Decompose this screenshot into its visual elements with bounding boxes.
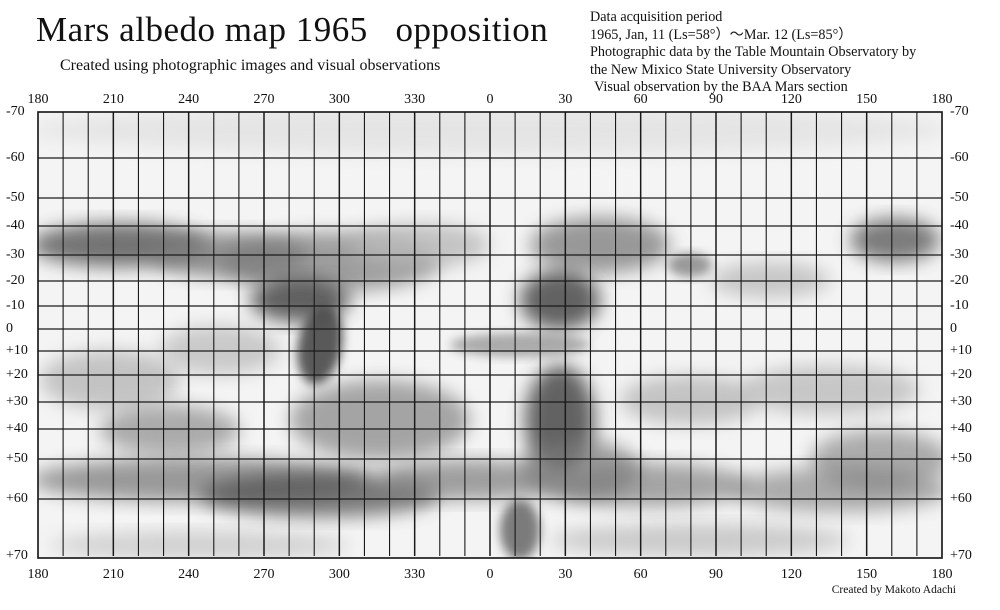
lon-label-bottom: 300 (328, 567, 350, 582)
lat-label-right: +70 (950, 548, 972, 563)
lat-label-left: +40 (6, 421, 28, 436)
albedo-feature (200, 473, 440, 517)
lat-label-left: -50 (6, 190, 25, 205)
lon-label-bottom: 120 (780, 567, 802, 582)
lat-label-left: -30 (6, 247, 25, 262)
lon-label-bottom: 150 (856, 567, 878, 582)
albedo-feature (730, 468, 942, 512)
lat-label-right: +30 (950, 394, 972, 409)
albedo-feature (740, 365, 920, 415)
albedo-feature (500, 500, 540, 558)
lon-label-top: 0 (486, 92, 494, 107)
albedo-feature (520, 270, 600, 330)
lat-label-left: -40 (6, 218, 25, 233)
lat-label-right: -10 (950, 298, 969, 313)
lat-label-right: +10 (950, 343, 972, 358)
albedo-feature (710, 262, 830, 298)
lat-label-right: -30 (950, 247, 969, 262)
lon-label-top: 90 (709, 92, 723, 107)
lat-label-left: -70 (6, 104, 25, 119)
lat-label-left: 0 (6, 321, 13, 336)
lat-label-left: -20 (6, 273, 25, 288)
lon-label-top: 180 (27, 92, 49, 107)
map-title: Mars albedo map 1965 opposition (36, 10, 549, 49)
albedo-feature (668, 253, 712, 277)
lat-label-left: -10 (6, 298, 25, 313)
lon-label-top: 150 (856, 92, 878, 107)
lon-label-bottom: 180 (27, 567, 49, 582)
albedo-feature (100, 405, 240, 455)
lat-label-right: -40 (950, 218, 969, 233)
lon-label-top: 240 (178, 92, 200, 107)
albedo-feature (50, 531, 350, 558)
lon-label-bottom: 90 (709, 567, 723, 582)
map-subtitle: Created using photographic images and vi… (60, 57, 441, 74)
lon-label-top: 30 (558, 92, 573, 107)
lon-label-bottom: 240 (178, 567, 200, 582)
data-info-block: Data acquisition period 1965, Jan, 11 (L… (590, 9, 916, 97)
lat-label-right: +50 (950, 451, 972, 466)
lon-label-bottom: 0 (486, 567, 494, 582)
albedo-feature (550, 524, 850, 556)
lat-label-left: +50 (6, 451, 28, 466)
albedo-feature (550, 463, 750, 507)
albedo-feature (297, 305, 343, 385)
lat-label-right: +40 (950, 421, 972, 436)
albedo-feature (160, 325, 280, 375)
lon-label-top: 270 (253, 92, 275, 107)
lat-label-right: -70 (950, 104, 969, 119)
info-line-period-heading: Data acquisition period (590, 9, 723, 25)
lat-label-right: 0 (950, 321, 957, 336)
lon-label-top: 60 (633, 92, 648, 107)
info-line-observatory: the New Mixico State University Observat… (590, 61, 852, 78)
lat-label-right: -50 (950, 190, 969, 205)
albedo-feature (850, 218, 940, 262)
lon-label-top: 120 (780, 92, 802, 107)
albedo-feature (350, 223, 490, 267)
lon-label-bottom: 270 (253, 567, 275, 582)
lat-label-left: +20 (6, 367, 28, 382)
albedo-feature (40, 350, 180, 410)
info-line-visual-source: Visual observation by the BAA Mars secti… (594, 79, 848, 96)
lon-label-bottom: 330 (404, 567, 426, 582)
lat-label-left: +60 (6, 491, 28, 506)
albedo-feature (380, 460, 560, 500)
lon-label-bottom: 180 (931, 567, 953, 582)
lon-label-top: 300 (328, 92, 350, 107)
lon-label-bottom: 210 (102, 567, 124, 582)
lon-label-top: 180 (931, 92, 953, 107)
lon-label-top: 210 (102, 92, 124, 107)
map-border (37, 111, 943, 559)
lon-label-bottom: 60 (633, 567, 648, 582)
lat-label-left: -60 (6, 150, 25, 165)
info-line-photo-source: Photographic data by the Table Mountain … (590, 44, 917, 61)
lat-label-left: +70 (6, 548, 28, 563)
lat-label-right: -20 (950, 273, 969, 288)
lat-label-left: +10 (6, 343, 28, 358)
lat-label-right: +60 (950, 491, 972, 506)
coordinate-grid (38, 112, 942, 556)
albedo-feature (620, 375, 760, 425)
credit-line: Created by Makoto Adachi (831, 584, 956, 596)
lat-label-left: +30 (6, 394, 28, 409)
lat-label-right: +20 (950, 367, 972, 382)
lon-label-bottom: 30 (558, 567, 573, 582)
lat-label-right: -60 (950, 150, 969, 165)
albedo-feature (450, 333, 590, 357)
lon-label-top: 330 (404, 92, 426, 107)
albedo-feature (290, 380, 470, 460)
info-line-period: 1965, Jan, 11 (Ls=58°）～Mar. 12 (Ls=85°） (590, 26, 853, 43)
